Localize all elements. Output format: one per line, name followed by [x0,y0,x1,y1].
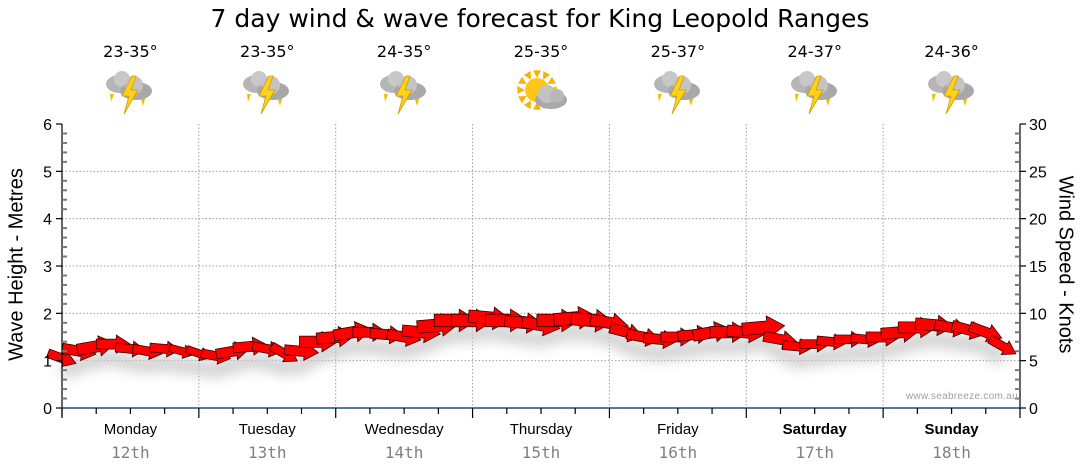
y-right-tick-label: 20 [1029,212,1047,229]
y-left-tick-label: 1 [43,354,52,371]
day-date-label: 12th [111,443,150,462]
day-name-label: Tuesday [238,421,296,438]
thunderstorm-icon [790,71,837,115]
day-date-label: 17th [795,443,834,462]
day-name-label: Monday [103,421,158,438]
day-name-label: Thursday [509,421,573,438]
y-right-tick-label: 15 [1029,259,1047,276]
day-temperature: 24-36° [924,42,979,61]
day-temperature: 24-35° [376,42,432,61]
y-axis-left-label: Wave Height - Metres [5,168,28,361]
y-left-tick-label: 2 [43,306,52,323]
y-right-tick-label: 25 [1029,164,1047,181]
chart-title: 7 day wind & wave forecast for King Leop… [210,4,870,33]
thunderstorm-icon [927,71,974,115]
day-date-label: 16th [658,443,698,462]
y-left-tick-label: 6 [43,117,52,134]
watermark: www.seabreeze.com.au [905,391,1018,402]
day-date-label: 18th [932,443,971,462]
day-date-label: 14th [384,443,424,462]
y-left-tick-label: 0 [43,401,52,418]
wind-wave-arrow [46,348,77,368]
y-right-tick-label: 0 [1029,401,1038,418]
partly-sunny-icon [517,70,567,110]
day-temperature: 24-37° [787,42,842,61]
y-right-tick-label: 10 [1029,306,1047,323]
thunderstorm-icon [106,71,153,115]
day-temperature: 23-35° [240,42,295,61]
day-temperature: 25-37° [650,42,706,61]
wind-wave-arrow [987,334,1017,356]
y-left-tick-label: 5 [43,164,52,181]
y-right-tick-label: 30 [1029,117,1047,134]
day-temperature: 23-35° [103,42,158,61]
day-date-label: 13th [248,443,287,462]
arrow-shadow [58,323,1009,380]
thunderstorm-icon [380,71,427,115]
day-date-label: 15th [521,443,561,462]
y-right-tick-label: 5 [1029,354,1038,371]
thunderstorm-icon [243,71,290,115]
y-axis-right-label: Wind Speed - Knots [1054,175,1077,354]
day-name-label: Sunday [924,421,979,438]
y-left-tick-label: 3 [43,259,52,276]
day-temperature: 25-35° [513,42,569,61]
thunderstorm-icon [653,71,700,115]
y-left-tick-label: 4 [43,212,52,229]
day-name-label: Saturday [782,421,847,438]
day-name-label: Friday [657,421,699,438]
day-name-label: Wednesday [364,421,444,438]
